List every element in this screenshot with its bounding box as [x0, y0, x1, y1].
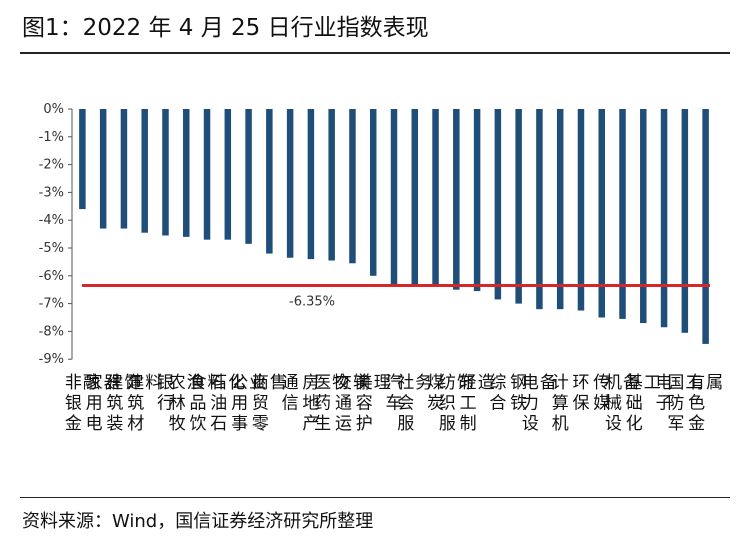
- bar: [432, 109, 439, 287]
- source-divider: [20, 497, 730, 498]
- x-tick-label: 房地产: [302, 373, 319, 434]
- bar: [473, 109, 481, 292]
- x-tick-label: 基础化工: [626, 373, 661, 434]
- bar: [640, 109, 647, 324]
- y-tick-label: -5%: [39, 241, 64, 256]
- bar: [79, 109, 86, 210]
- x-tick-label: 电力设备: [522, 373, 557, 434]
- bar: [183, 109, 190, 237]
- x-tick-label: 汽车: [386, 373, 403, 414]
- figure-title: 图1：2022 年 4 月 25 日行业指数表现: [22, 15, 429, 41]
- bar: [141, 109, 148, 233]
- x-tick-label: 纺织服饰: [439, 373, 474, 434]
- bar: [494, 109, 502, 300]
- bar: [619, 109, 626, 319]
- x-tick-label: 建筑装饰: [106, 373, 141, 434]
- x-tick-label: 综合: [489, 373, 506, 414]
- bar: [266, 109, 273, 254]
- bar: [369, 109, 377, 276]
- y-tick-label: -9%: [39, 352, 64, 367]
- x-tick-label: 公用事业: [231, 373, 266, 434]
- bar: [286, 109, 294, 258]
- bar: [702, 109, 709, 344]
- x-tick-label: 国防军工: [667, 373, 702, 434]
- bar: [224, 109, 232, 240]
- y-tick-label: -4%: [39, 213, 64, 228]
- x-tick-label: 钢铁: [510, 373, 527, 414]
- bar: [598, 109, 605, 318]
- x-tick-label: 医药生物: [314, 373, 349, 434]
- bar: [328, 109, 335, 261]
- y-tick-label: 0%: [43, 102, 64, 117]
- x-tick-label: 传媒: [593, 373, 610, 414]
- y-tick-label: -7%: [39, 297, 64, 312]
- x-tick-label: 银行: [157, 373, 174, 414]
- y-tick-label: -1%: [39, 130, 64, 145]
- reference-line-group: -6.35%: [82, 284, 710, 310]
- y-axis: 0% -1% -2% -3% -4% -5% -6% -7% -8% -9%: [39, 102, 73, 367]
- x-tick-label: 社会服务: [397, 373, 432, 434]
- bar: [660, 109, 668, 328]
- y-tick-label: -6%: [39, 269, 64, 284]
- source-note: 资料来源：Wind，国信证券经济研究所整理: [22, 511, 374, 532]
- x-tick-label: 建筑材料: [127, 373, 162, 434]
- bar: [390, 109, 398, 285]
- bar: [349, 109, 356, 264]
- x-tick-label: 环保: [572, 373, 589, 414]
- x-tick-label: 食品饮料: [190, 373, 225, 434]
- x-tick-label: 电子: [656, 373, 673, 414]
- x-tick-label: 商贸零售: [252, 373, 287, 434]
- x-tick-label: 家用电器: [86, 373, 121, 434]
- x-tick-label: 轻工制造: [460, 373, 495, 434]
- y-tick-label: -2%: [39, 158, 64, 173]
- x-axis-labels: 非银金融家用电器建筑装饰建筑材料银行农林牧渔食品饮料石油石化公用事业商贸零售通信…: [65, 373, 723, 434]
- x-tick-label: 计算机: [552, 373, 569, 434]
- x-tick-label: 交通运输: [335, 373, 370, 434]
- x-tick-label: 煤炭: [427, 373, 444, 414]
- title-divider: [20, 52, 730, 54]
- x-tick-label: 农林牧渔: [169, 373, 204, 434]
- y-tick-label: -3%: [39, 185, 64, 200]
- bar: [203, 109, 211, 240]
- bar: [99, 109, 107, 229]
- x-tick-label: 美容护理: [356, 373, 391, 434]
- bars-group: [79, 109, 709, 344]
- x-tick-label: 石油石化: [210, 373, 245, 434]
- bar: [577, 109, 585, 311]
- bar: [307, 109, 315, 260]
- bar: [536, 109, 543, 310]
- bar: [245, 109, 252, 244]
- y-tick-label: -8%: [39, 324, 64, 339]
- bar: [681, 109, 689, 333]
- bar: [411, 109, 419, 285]
- x-tick-label: 非银金融: [65, 373, 100, 434]
- x-tick-label: 有色金属: [688, 373, 723, 434]
- bar: [120, 109, 128, 229]
- x-tick-label: 通信: [282, 373, 299, 414]
- x-tick-label: 机械设备: [605, 373, 640, 434]
- bar: [162, 109, 169, 236]
- bar: [515, 109, 522, 304]
- bar: [556, 109, 564, 310]
- reference-line-label: -6.35%: [289, 295, 335, 310]
- bar: [453, 109, 460, 290]
